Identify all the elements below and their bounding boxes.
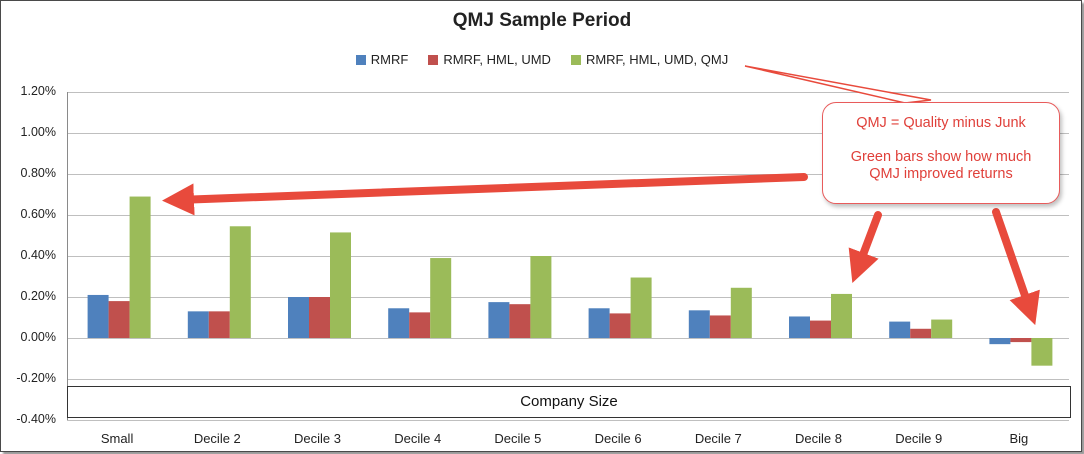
legend-swatch <box>355 54 366 65</box>
y-tick-label: 0.00% <box>20 330 56 344</box>
bar-rmrf-hml-umd <box>910 328 932 338</box>
bar-rmrf <box>789 316 810 338</box>
chart-legend: RMRF RMRF, HML, UMD RMRF, HML, UMD, QMJ <box>0 52 1084 68</box>
bar-rmrf-hml-umd-qmj <box>430 258 452 338</box>
legend-item: RMRF, HML, UMD, QMJ <box>570 52 729 67</box>
bar-rmrf-hml-umd <box>108 301 130 338</box>
bar-rmrf <box>288 297 309 338</box>
bar-rmrf-hml-umd <box>810 320 831 338</box>
bar-rmrf <box>488 302 510 338</box>
x-tick-label: Big <box>1009 431 1029 446</box>
callout-pointer <box>744 65 932 104</box>
bar-rmrf-hml-umd <box>509 304 531 338</box>
bar-rmrf-hml-umd <box>409 312 431 338</box>
legend-item: RMRF <box>355 52 409 67</box>
x-tick-label: Decile 5 <box>494 431 542 446</box>
bar-rmrf-hml-umd-qmj <box>129 196 151 338</box>
legend-item: RMRF, HML, UMD <box>428 52 551 67</box>
legend-label: RMRF, HML, UMD <box>443 52 551 67</box>
arrow-to-big <box>992 208 1040 326</box>
bar-rmrf-hml-umd <box>208 311 230 338</box>
bar-rmrf <box>87 294 109 338</box>
y-tick-label: 1.20% <box>20 84 56 98</box>
bar-rmrf-hml-umd <box>309 297 330 338</box>
bar-rmrf-hml-umd-qmj <box>730 287 752 338</box>
bar-rmrf <box>388 308 410 338</box>
bar-rmrf-hml-umd-qmj <box>530 256 552 338</box>
x-tick-label: Decile 6 <box>594 431 642 446</box>
chart-title: QMJ Sample Period <box>452 10 632 31</box>
bar-rmrf <box>187 311 209 338</box>
y-tick-label: 0.40% <box>20 248 56 262</box>
bar-rmrf-hml-umd-qmj <box>1031 338 1053 366</box>
bar-rmrf-hml-umd-qmj <box>630 277 652 338</box>
bar-rmrf-hml-umd-qmj <box>229 226 251 338</box>
x-tick-label: Decile 2 <box>193 431 241 446</box>
bar-rmrf-hml-umd <box>1010 338 1032 343</box>
bar-rmrf-hml-umd-qmj <box>330 232 351 338</box>
legend-label: RMRF, HML, UMD, QMJ <box>585 52 729 67</box>
y-tick-label: 0.60% <box>20 207 56 221</box>
y-tick-label: 0.20% <box>20 289 56 303</box>
legend-label: RMRF <box>370 52 409 67</box>
bar-rmrf-hml-umd-qmj <box>831 293 852 338</box>
legend-swatch <box>570 54 581 65</box>
x-tick-label: Decile 7 <box>694 431 742 446</box>
bar-rmrf <box>588 308 610 338</box>
x-tick-label: Decile 3 <box>294 431 341 446</box>
x-tick-label: Decile 4 <box>394 431 442 446</box>
callout-line-2b: QMJ improved returns <box>869 166 1013 182</box>
arrow-to-small <box>162 173 808 216</box>
bar-rmrf <box>989 338 1011 345</box>
x-tick-label: Small <box>100 431 134 446</box>
y-tick-label: -0.20% <box>16 371 56 385</box>
legend-swatch <box>428 54 439 65</box>
annotation-callout: QMJ = Quality minus Junk Green bars show… <box>822 102 1060 204</box>
y-tick-label: 0.80% <box>20 166 56 180</box>
callout-line-1: QMJ = Quality minus Junk <box>856 115 1026 131</box>
bar-rmrf-hml-umd-qmj <box>931 319 953 338</box>
callout-line-2a: Green bars show how much <box>850 149 1032 165</box>
y-tick-label: 1.00% <box>20 125 56 139</box>
callout-line-2: Green bars show how much QMJ improved re… <box>823 149 1059 183</box>
x-axis-title: Company Size <box>67 386 1071 418</box>
y-tick-label: -0.40% <box>16 412 56 426</box>
bar-rmrf <box>688 310 710 338</box>
bar-rmrf <box>889 321 911 338</box>
x-tick-label: Decile 9 <box>895 431 943 446</box>
arrow-to-decile-8 <box>848 211 882 283</box>
bar-rmrf-hml-umd <box>609 313 631 338</box>
x-tick-label: Decile 8 <box>795 431 842 446</box>
bar-rmrf-hml-umd <box>709 315 731 338</box>
